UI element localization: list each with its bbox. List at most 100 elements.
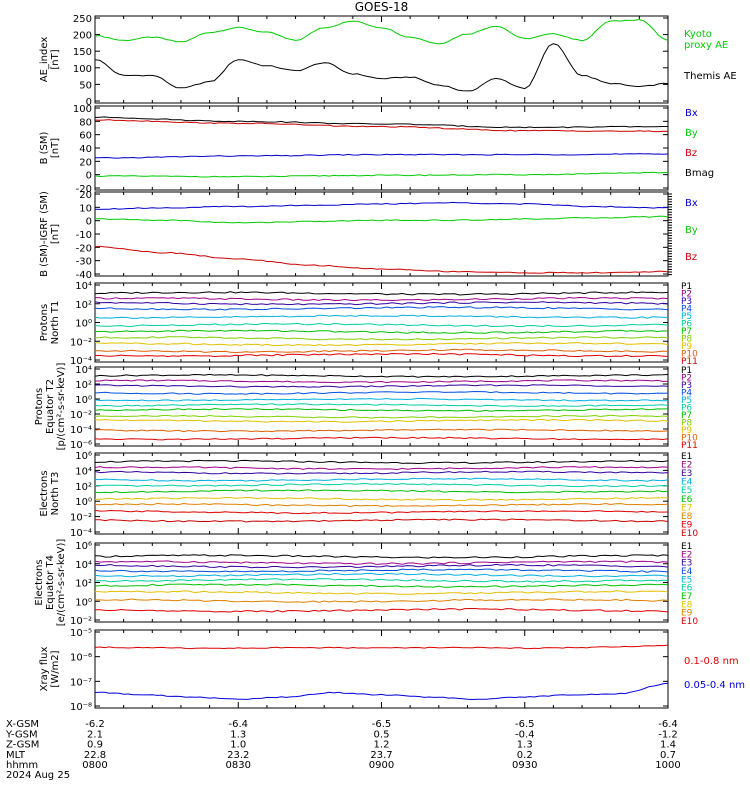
xaxis-value: -6.5: [515, 719, 535, 730]
y-tick-label: 10⁴: [75, 281, 92, 292]
y-tick-label: 250: [73, 14, 92, 25]
series-p9: [95, 418, 668, 423]
xaxis-value: -6.4: [228, 719, 248, 730]
legend-label: 0.1-0.8 nm: [684, 656, 739, 667]
y-tick-label: 100: [73, 64, 92, 75]
xaxis-value: 1000: [655, 760, 680, 771]
series-p4: [95, 390, 668, 395]
y-tick-label: 10⁻⁴: [70, 425, 92, 436]
legend-p2: P2: [681, 290, 692, 300]
legend-e9: E9: [681, 609, 693, 619]
y-tick-label: 10⁻⁸: [70, 702, 92, 713]
y-axis-label: Equator T2: [45, 379, 56, 434]
y-tick-label: 10⁻⁴: [70, 528, 92, 539]
series-bmag: [95, 116, 668, 129]
y-tick-label: 200: [73, 31, 92, 42]
series-p6: [95, 322, 668, 328]
y-axis-label: Protons: [39, 304, 50, 341]
series-p8: [95, 414, 668, 419]
y-tick-label: 10⁻⁶: [70, 653, 92, 664]
legend-p3: P3: [681, 381, 692, 391]
legend-p9: P9: [681, 426, 692, 436]
panel-frame: [94, 282, 669, 363]
date-label: 2024 Aug 25: [6, 770, 70, 781]
legend-p11: P11: [681, 357, 698, 367]
legend-p1: P1: [681, 366, 692, 376]
series-e2: [95, 465, 668, 471]
y-axis-label: [nT]: [50, 138, 61, 158]
chart-title: GOES-18: [355, 0, 409, 14]
legend-bx: Bx: [685, 108, 698, 119]
panel-traces: [95, 19, 668, 92]
legend-e8: E8: [681, 600, 693, 610]
series-e1: [95, 554, 668, 559]
series-e5: [95, 572, 668, 578]
legend-e4: E4: [681, 478, 693, 488]
series-e7: [95, 496, 668, 501]
xaxis-value: 22.8: [84, 750, 106, 761]
xaxis-value: 1.3: [230, 729, 246, 740]
legend-p8: P8: [681, 419, 692, 429]
series-0-1-0-8-nm: [95, 644, 668, 650]
series-p10: [95, 428, 668, 433]
y-axis-label: AE_index: [39, 37, 50, 83]
series-0-05-0-4-nm: [95, 682, 668, 701]
series-by: [95, 215, 668, 224]
xaxis-value: 23.2: [227, 750, 249, 761]
legend-bmag: Bmag: [685, 168, 714, 179]
legend-p7: P7: [681, 411, 692, 421]
panel-frame: [94, 15, 669, 104]
legend-e6: E6: [681, 495, 693, 505]
y-axis-label: North T1: [50, 301, 61, 345]
xaxis-value: 0800: [82, 760, 107, 771]
series-e4: [95, 477, 668, 482]
y-tick-label: -20: [76, 243, 92, 254]
series-bx: [95, 153, 668, 159]
legend-bz: Bz: [685, 148, 697, 159]
legend-e8: E8: [681, 512, 693, 522]
legend-p10: P10: [681, 350, 698, 360]
y-tick-label: 10⁶: [75, 451, 92, 462]
legend-p11: P11: [681, 441, 698, 451]
xaxis-row-name: MLT: [6, 750, 26, 761]
series-e4: [95, 568, 668, 573]
legend-label: 0.05-0.4 nm: [684, 680, 745, 691]
panel-frame: [94, 366, 669, 447]
xaxis-value: 1.3: [517, 740, 533, 751]
xaxis-value: 0.5: [374, 729, 390, 740]
y-tick-label: 10⁰: [75, 395, 92, 406]
series-e9: [95, 509, 668, 515]
y-tick-label: 10⁰: [75, 319, 92, 330]
legend-e4: E4: [681, 567, 693, 577]
panel-traces: [95, 459, 668, 523]
series-e9: [95, 598, 668, 603]
series-e7: [95, 583, 668, 588]
legend-e5: E5: [681, 486, 692, 496]
legend-bx: Bx: [685, 198, 698, 209]
y-tick-label: 10⁻⁷: [70, 677, 92, 688]
series-p6: [95, 403, 668, 407]
series-p8: [95, 336, 668, 341]
y-tick-label: 10²: [75, 482, 92, 493]
series-p11: [95, 436, 668, 441]
xaxis-value: 0830: [226, 760, 251, 771]
series-p1: [95, 373, 668, 378]
y-axis-label: Electrons: [39, 470, 50, 516]
legend-p4: P4: [681, 389, 692, 399]
y-tick-label: -40: [76, 270, 92, 281]
legend-p5: P5: [681, 396, 692, 406]
y-tick-label: -20: [76, 184, 92, 195]
series-e6: [95, 489, 668, 494]
xaxis-value: 1.0: [230, 740, 246, 751]
y-tick-label: 10⁰: [75, 597, 92, 608]
y-axis-label: [nT]: [50, 49, 61, 69]
legend-e1: E1: [681, 542, 692, 552]
y-tick-label: 20: [79, 190, 92, 201]
legend-e6: E6: [681, 584, 693, 594]
y-tick-label: 10⁶: [75, 541, 92, 552]
xaxis-value: -6.4: [658, 719, 678, 730]
legend-p6: P6: [681, 320, 692, 330]
y-tick-label: 10⁻⁴: [70, 356, 92, 367]
